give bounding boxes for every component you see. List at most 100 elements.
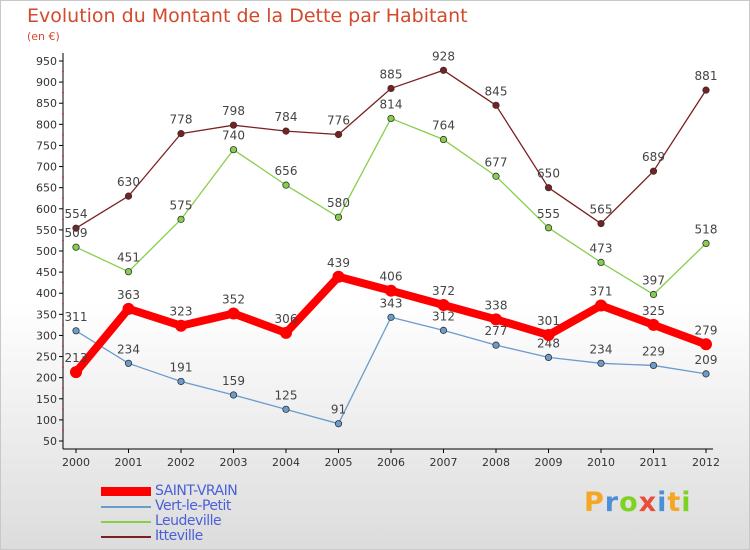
data-label-itteville: 778 bbox=[170, 113, 193, 127]
y-minor-tick bbox=[62, 324, 64, 326]
legend-label-leudeville: Leudeville bbox=[155, 513, 222, 529]
data-point-itteville bbox=[597, 219, 605, 228]
x-tick-label: 2010 bbox=[587, 456, 615, 469]
y-tick-label: 850 bbox=[36, 97, 57, 110]
data-label-leudeville: 677 bbox=[485, 155, 508, 169]
x-tick-label: 2009 bbox=[535, 456, 563, 469]
data-label-itteville: 798 bbox=[222, 104, 245, 118]
logo-letter: x bbox=[638, 487, 658, 518]
data-point-vert-le-petit bbox=[334, 420, 343, 428]
data-label-saint-vrain: 279 bbox=[695, 323, 718, 337]
data-label-vert-le-petit: 234 bbox=[590, 342, 613, 356]
x-tick-label: 2011 bbox=[640, 456, 668, 469]
data-point-itteville bbox=[124, 192, 133, 200]
y-tick-label: 750 bbox=[36, 139, 57, 152]
y-minor-tick bbox=[62, 282, 64, 284]
y-tick-label: 250 bbox=[36, 351, 57, 364]
data-label-itteville: 776 bbox=[327, 113, 350, 127]
y-tick-label: 650 bbox=[36, 182, 57, 195]
x-tick-label: 2004 bbox=[272, 456, 300, 469]
legend-swatch-vert-le-petit bbox=[101, 506, 151, 508]
data-point-saint-vrain bbox=[70, 366, 82, 379]
data-point-saint-vrain bbox=[542, 329, 555, 342]
data-point-itteville bbox=[702, 86, 710, 94]
chart-title: Evolution du Montant de la Dette par Hab… bbox=[27, 5, 468, 27]
x-tick-label: 2006 bbox=[377, 456, 405, 469]
data-point-saint-vrain bbox=[122, 302, 135, 315]
y-tick-label: 600 bbox=[36, 203, 57, 216]
data-point-vert-le-petit bbox=[544, 353, 553, 361]
data-point-saint-vrain bbox=[385, 284, 397, 297]
y-tick-label: 900 bbox=[36, 76, 57, 89]
data-point-leudeville bbox=[597, 258, 605, 266]
x-tick-label: 2005 bbox=[325, 456, 353, 469]
data-label-leudeville: 764 bbox=[432, 119, 455, 133]
data-label-vert-le-petit: 191 bbox=[170, 360, 193, 374]
y-tick-label: 100 bbox=[36, 414, 57, 427]
y-minor-tick bbox=[62, 218, 64, 220]
data-point-leudeville bbox=[229, 146, 238, 154]
data-label-vert-le-petit: 277 bbox=[485, 324, 508, 338]
y-tick-label: 400 bbox=[36, 287, 57, 300]
data-label-vert-le-petit: 312 bbox=[432, 309, 455, 323]
data-point-saint-vrain bbox=[595, 299, 607, 312]
y-minor-tick bbox=[62, 429, 64, 431]
y-tick-label: 150 bbox=[36, 393, 57, 406]
data-point-vert-le-petit bbox=[229, 391, 238, 399]
logo-letter: o bbox=[619, 487, 639, 518]
data-label-leudeville: 575 bbox=[170, 198, 193, 212]
y-minor-tick bbox=[62, 387, 64, 389]
data-label-vert-le-petit: 234 bbox=[117, 342, 140, 356]
y-tick-label: 550 bbox=[36, 224, 57, 237]
data-label-itteville: 630 bbox=[117, 175, 140, 189]
data-label-leudeville: 814 bbox=[380, 97, 403, 111]
data-label-saint-vrain: 439 bbox=[327, 256, 350, 270]
data-label-saint-vrain: 323 bbox=[170, 305, 193, 319]
y-minor-tick bbox=[62, 155, 64, 157]
data-label-vert-le-petit: 248 bbox=[537, 336, 560, 350]
legend-swatch-saint-vrain bbox=[101, 487, 151, 496]
data-label-vert-le-petit: 125 bbox=[275, 388, 298, 402]
data-label-itteville: 689 bbox=[642, 150, 665, 164]
data-label-itteville: 565 bbox=[590, 203, 613, 217]
data-point-itteville bbox=[387, 84, 395, 93]
data-point-leudeville bbox=[649, 290, 658, 299]
data-label-leudeville: 518 bbox=[695, 222, 718, 236]
y-minor-tick bbox=[62, 239, 64, 241]
data-point-vert-le-petit bbox=[492, 341, 500, 349]
x-tick-label: 2001 bbox=[115, 456, 143, 469]
data-label-vert-le-petit: 91 bbox=[331, 403, 346, 417]
legend-label-itteville: Itteville bbox=[155, 528, 203, 544]
data-label-leudeville: 656 bbox=[275, 164, 298, 178]
logo-letter: r bbox=[604, 487, 620, 518]
data-point-vert-le-petit bbox=[124, 359, 133, 367]
data-point-itteville bbox=[439, 66, 448, 74]
y-minor-tick bbox=[62, 92, 64, 94]
y-minor-tick bbox=[62, 134, 64, 136]
data-point-itteville bbox=[334, 130, 343, 139]
data-point-saint-vrain bbox=[490, 313, 502, 326]
data-point-vert-le-petit bbox=[597, 359, 605, 367]
data-label-saint-vrain: 406 bbox=[380, 270, 403, 284]
data-label-saint-vrain: 306 bbox=[275, 312, 298, 326]
data-point-leudeville bbox=[387, 114, 395, 123]
data-label-leudeville: 397 bbox=[642, 273, 665, 287]
y-tick-label: 50 bbox=[43, 435, 57, 448]
legend-swatch-leudeville bbox=[101, 521, 151, 523]
data-point-saint-vrain bbox=[175, 319, 187, 332]
data-point-vert-le-petit bbox=[649, 361, 658, 370]
data-label-itteville: 881 bbox=[695, 69, 718, 83]
data-point-itteville bbox=[72, 224, 80, 232]
data-point-itteville bbox=[492, 101, 500, 109]
data-point-vert-le-petit bbox=[282, 405, 290, 413]
data-point-itteville bbox=[544, 184, 553, 192]
y-tick-label: 350 bbox=[36, 308, 57, 321]
data-point-leudeville bbox=[282, 181, 290, 189]
data-label-saint-vrain: 352 bbox=[222, 292, 245, 306]
data-label-vert-le-petit: 229 bbox=[642, 344, 665, 358]
data-label-leudeville: 473 bbox=[590, 241, 613, 255]
data-label-saint-vrain: 372 bbox=[432, 284, 455, 298]
y-minor-tick bbox=[62, 303, 64, 305]
